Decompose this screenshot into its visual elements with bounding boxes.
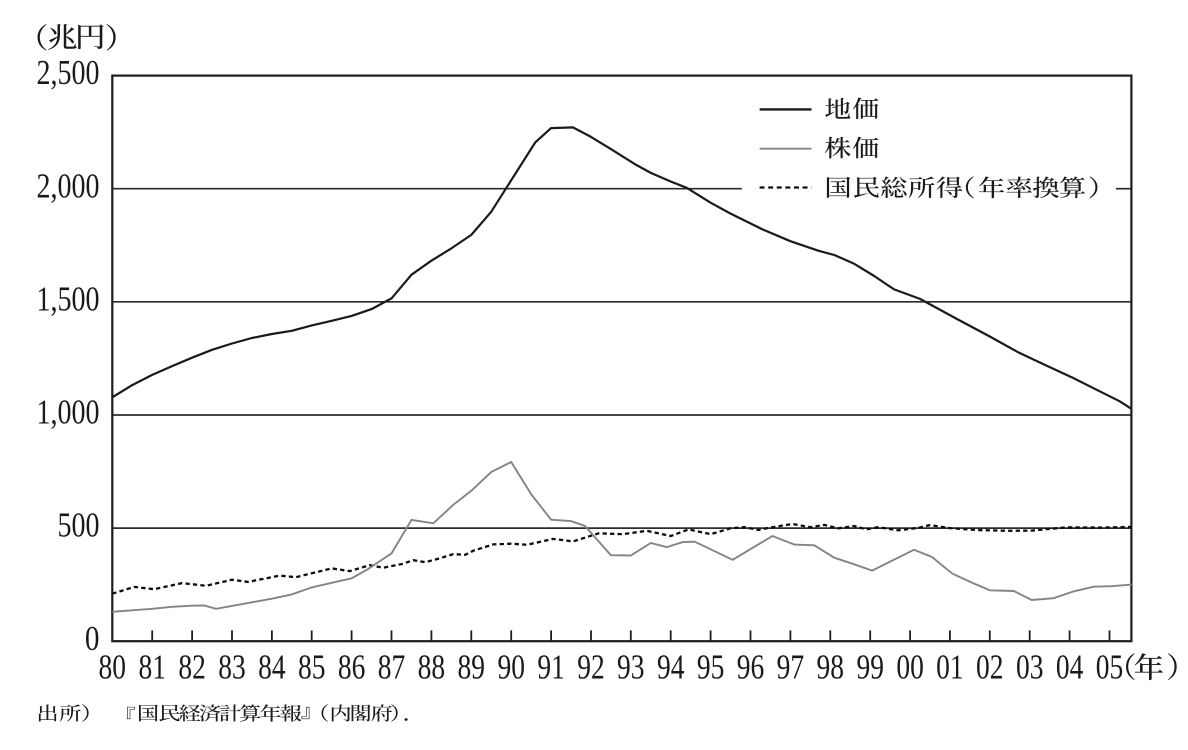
svg-text:03: 03 [1016, 648, 1044, 687]
svg-text:89: 89 [458, 648, 486, 687]
svg-text:90: 90 [497, 648, 525, 687]
svg-text:84: 84 [258, 648, 286, 687]
svg-text:500: 500 [58, 506, 100, 545]
svg-text:04: 04 [1056, 648, 1084, 687]
svg-text:99: 99 [856, 648, 884, 687]
svg-text:80: 80 [99, 648, 127, 687]
svg-text:1,000: 1,000 [37, 393, 100, 432]
svg-text:05: 05 [1096, 648, 1124, 687]
svg-text:02: 02 [976, 648, 1004, 687]
svg-text:00: 00 [896, 648, 924, 687]
svg-text:95: 95 [697, 648, 725, 687]
svg-text:98: 98 [817, 648, 845, 687]
svg-text:85: 85 [298, 648, 326, 687]
svg-text:97: 97 [777, 648, 805, 687]
svg-text:94: 94 [657, 648, 685, 687]
svg-text:92: 92 [577, 648, 605, 687]
svg-text:01: 01 [936, 648, 964, 687]
svg-text:91: 91 [537, 648, 565, 687]
svg-text:81: 81 [138, 648, 166, 687]
svg-text:0: 0 [85, 619, 100, 658]
svg-text:96: 96 [737, 648, 765, 687]
svg-text:2,500: 2,500 [37, 53, 100, 92]
svg-text:2,000: 2,000 [37, 166, 100, 205]
svg-text:1,500: 1,500 [37, 279, 100, 318]
svg-text:88: 88 [418, 648, 446, 687]
svg-text:83: 83 [218, 648, 246, 687]
svg-text:86: 86 [338, 648, 366, 687]
svg-text:87: 87 [378, 648, 406, 687]
svg-text:82: 82 [178, 648, 206, 687]
svg-text:93: 93 [617, 648, 645, 687]
